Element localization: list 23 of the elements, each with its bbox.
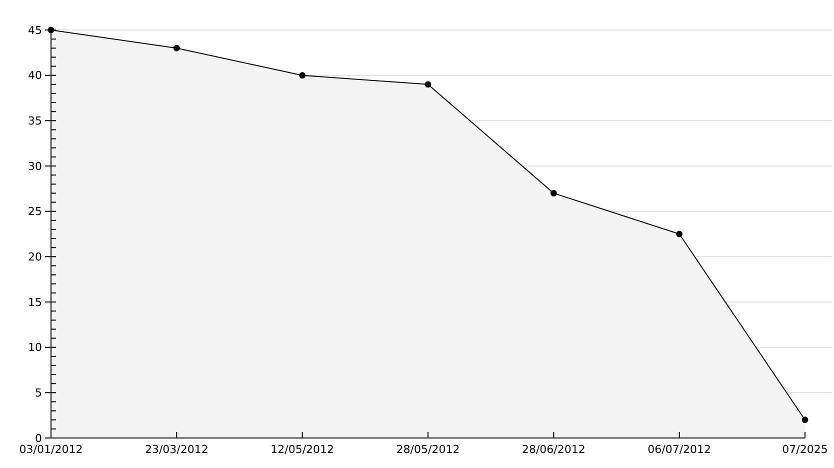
point	[299, 72, 306, 79]
y-tick-label: 5	[35, 386, 42, 400]
point	[550, 190, 557, 196]
point	[173, 44, 180, 52]
y-tick-label: 35	[28, 114, 42, 128]
x-tick-label: 23/03/2012	[144, 443, 208, 456]
y-tick-label: 0	[35, 432, 42, 445]
x-tick-label: 07/2025	[782, 443, 828, 456]
y-tick-label: 10	[28, 341, 42, 354]
x-tick-label: 28/06/2012	[522, 443, 586, 456]
y-tick-label: 15	[28, 296, 42, 309]
x-tick-label: 06/07/2012	[648, 443, 712, 456]
y-tick-label: 40	[28, 69, 42, 82]
y-tick-label: 30	[28, 160, 42, 173]
x-tick-label: 12/05/2012	[270, 443, 334, 456]
y-tick-label: 45	[28, 24, 42, 37]
point	[802, 416, 808, 424]
x-tick-label: 03/01/2012	[19, 443, 83, 456]
y-tick-label: 25	[28, 205, 42, 218]
y-tick-label: 20	[28, 250, 42, 264]
point	[424, 81, 432, 88]
point	[676, 230, 683, 238]
x-tick-label: 28/05/2012	[396, 443, 460, 456]
